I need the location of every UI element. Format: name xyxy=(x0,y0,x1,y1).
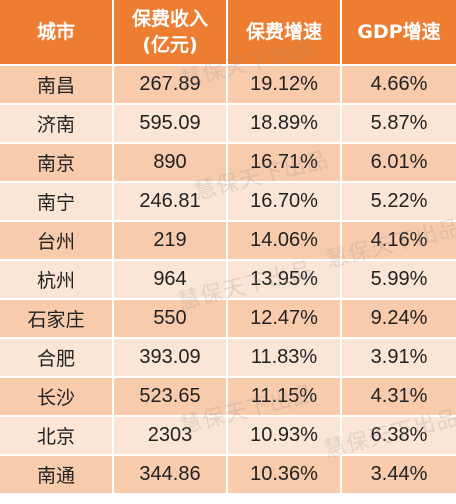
premium-cell: 964 xyxy=(114,261,228,300)
premium-growth-cell: 14.06% xyxy=(228,222,342,261)
gdp-growth-cell: 5.99% xyxy=(342,261,456,300)
premium-cell: 2303 xyxy=(114,417,228,456)
header-premium: 保费收入 (亿元) xyxy=(114,0,228,66)
city-cell: 北京 xyxy=(0,417,114,456)
city-cell: 南通 xyxy=(0,456,114,495)
premium-growth-cell: 12.47% xyxy=(228,300,342,339)
premium-growth-cell: 10.36% xyxy=(228,456,342,495)
gdp-growth-cell: 9.24% xyxy=(342,300,456,339)
premium-growth-cell: 13.95% xyxy=(228,261,342,300)
gdp-growth-cell: 6.01% xyxy=(342,144,456,183)
table-row: 南通 344.86 10.36% 3.44% xyxy=(0,456,456,495)
header-premium-line1: 保费收入 xyxy=(131,8,208,30)
city-cell: 济南 xyxy=(0,105,114,144)
premium-cell: 219 xyxy=(114,222,228,261)
header-gdp-growth: GDP增速 xyxy=(342,0,456,66)
city-cell: 南京 xyxy=(0,144,114,183)
premium-growth-cell: 16.70% xyxy=(228,183,342,222)
header-premium-growth: 保费增速 xyxy=(228,0,342,66)
table-row: 杭州 964 13.95% 5.99% xyxy=(0,261,456,300)
header-city: 城市 xyxy=(0,0,114,66)
premium-growth-cell: 11.15% xyxy=(228,378,342,417)
premium-growth-cell: 19.12% xyxy=(228,66,342,105)
gdp-growth-cell: 4.31% xyxy=(342,378,456,417)
premium-cell: 890 xyxy=(114,144,228,183)
table-row: 长沙 523.65 11.15% 4.31% xyxy=(0,378,456,417)
table-row: 济南 595.09 18.89% 5.87% xyxy=(0,105,456,144)
premium-growth-cell: 10.93% xyxy=(228,417,342,456)
city-cell: 南昌 xyxy=(0,66,114,105)
table-row: 合肥 393.09 11.83% 3.91% xyxy=(0,339,456,378)
premium-cell: 344.86 xyxy=(114,456,228,495)
header-premium-line2: (亿元) xyxy=(142,34,198,56)
table-row: 南昌 267.89 19.12% 4.66% xyxy=(0,66,456,105)
premium-growth-cell: 11.83% xyxy=(228,339,342,378)
city-cell: 石家庄 xyxy=(0,300,114,339)
gdp-growth-cell: 3.91% xyxy=(342,339,456,378)
premium-cell: 523.65 xyxy=(114,378,228,417)
city-cell: 台州 xyxy=(0,222,114,261)
premium-growth-cell: 18.89% xyxy=(228,105,342,144)
table-row: 南京 890 16.71% 6.01% xyxy=(0,144,456,183)
city-cell: 杭州 xyxy=(0,261,114,300)
table-row: 北京 2303 10.93% 6.38% xyxy=(0,417,456,456)
table-row: 石家庄 550 12.47% 9.24% xyxy=(0,300,456,339)
premium-cell: 267.89 xyxy=(114,66,228,105)
gdp-growth-cell: 4.66% xyxy=(342,66,456,105)
city-cell: 合肥 xyxy=(0,339,114,378)
city-cell: 南宁 xyxy=(0,183,114,222)
premium-cell: 393.09 xyxy=(114,339,228,378)
gdp-growth-cell: 5.22% xyxy=(342,183,456,222)
gdp-growth-cell: 4.16% xyxy=(342,222,456,261)
premium-cell: 550 xyxy=(114,300,228,339)
premium-cell: 246.81 xyxy=(114,183,228,222)
gdp-growth-cell: 6.38% xyxy=(342,417,456,456)
gdp-growth-cell: 5.87% xyxy=(342,105,456,144)
gdp-growth-cell: 3.44% xyxy=(342,456,456,495)
city-cell: 长沙 xyxy=(0,378,114,417)
premium-cell: 595.09 xyxy=(114,105,228,144)
table-row: 台州 219 14.06% 4.16% xyxy=(0,222,456,261)
header-row: 城市 保费收入 (亿元) 保费增速 GDP增速 xyxy=(0,0,456,66)
table-row: 南宁 246.81 16.70% 5.22% xyxy=(0,183,456,222)
premium-growth-cell: 16.71% xyxy=(228,144,342,183)
